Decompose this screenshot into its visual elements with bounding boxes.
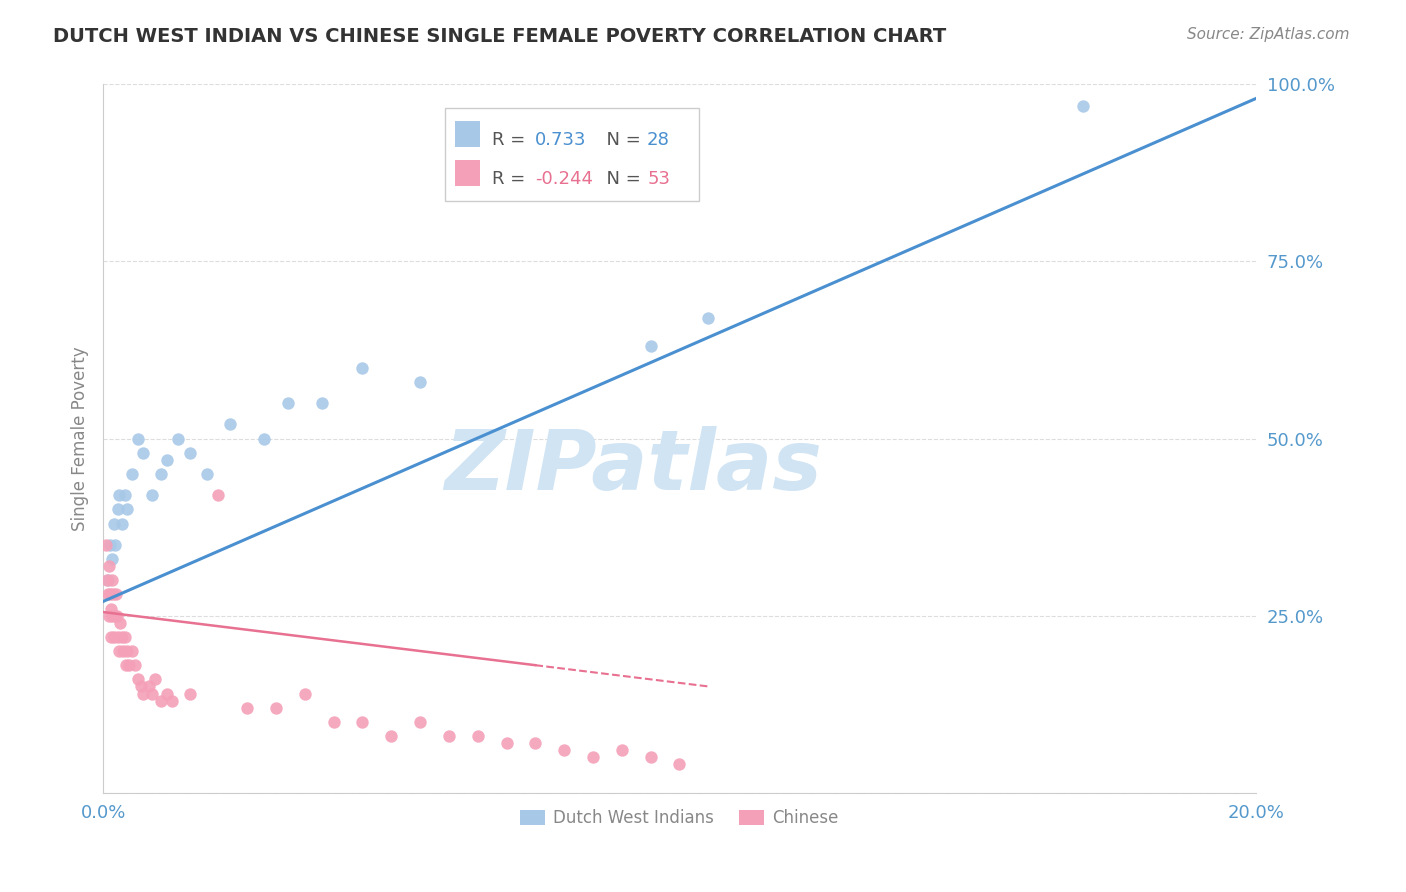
Point [409,375,432,389]
Text: 0.733: 0.733 [536,131,586,149]
FancyBboxPatch shape [454,120,479,147]
Point [524,736,547,750]
Point [121,467,143,481]
Point [127,432,149,446]
Point [101,587,124,601]
Point [103,630,125,644]
Point [114,630,136,644]
Text: N =: N = [595,131,647,149]
Point [236,700,259,714]
Point [640,750,662,764]
Point [380,729,402,743]
Point [697,311,720,326]
Point [253,432,276,446]
Point [97,559,120,574]
Point [219,417,242,432]
Point [100,630,122,644]
Point [107,630,129,644]
Point [141,488,163,502]
Point [117,502,139,516]
Point [114,488,136,502]
Point [101,608,124,623]
Point [121,644,143,658]
Point [115,658,138,673]
Point [582,750,605,764]
Point [97,587,120,601]
Point [104,608,127,623]
Point [264,700,287,714]
Point [96,573,118,587]
Point [179,446,201,460]
Text: -0.244: -0.244 [536,169,593,187]
Point [129,680,152,694]
Point [117,644,139,658]
Point [98,608,121,623]
Point [132,686,155,700]
FancyBboxPatch shape [454,160,479,186]
Point [409,714,432,729]
Point [149,693,172,707]
Point [352,714,374,729]
Point [668,757,690,772]
Point [103,516,125,531]
Point [124,658,146,673]
Point [108,644,131,658]
Point [143,673,166,687]
Point [352,360,374,375]
Point [322,714,344,729]
Point [1071,98,1094,112]
Text: R =: R = [492,169,530,187]
Point [97,573,120,587]
Point [179,686,201,700]
Point [138,680,160,694]
Point [98,587,121,601]
Point [98,538,121,552]
Text: N =: N = [595,169,647,187]
Point [100,601,122,615]
Point [110,615,132,630]
Point [149,467,172,481]
Point [127,673,149,687]
Text: R =: R = [492,131,530,149]
Point [104,587,127,601]
Point [311,396,333,410]
Point [495,736,517,750]
Point [100,552,122,566]
Point [294,686,316,700]
FancyBboxPatch shape [446,108,699,202]
Text: Source: ZipAtlas.com: Source: ZipAtlas.com [1187,27,1350,42]
Point [207,488,229,502]
Point [277,396,299,410]
Point [110,516,132,531]
Point [640,339,662,353]
Point [155,686,177,700]
Point [105,608,128,623]
Point [467,729,489,743]
Point [610,743,633,757]
Point [155,452,177,467]
Point [108,488,131,502]
Point [104,538,127,552]
Point [110,630,132,644]
Point [118,658,141,673]
Text: DUTCH WEST INDIAN VS CHINESE SINGLE FEMALE POVERTY CORRELATION CHART: DUTCH WEST INDIAN VS CHINESE SINGLE FEMA… [53,27,946,45]
Text: 28: 28 [647,131,671,149]
Text: 53: 53 [647,169,671,187]
Point [100,573,122,587]
Point [162,693,184,707]
Point [437,729,460,743]
Point [132,446,155,460]
Point [94,538,117,552]
Point [107,502,129,516]
Legend: Dutch West Indians, Chinese: Dutch West Indians, Chinese [513,803,845,834]
Point [112,644,135,658]
Y-axis label: Single Female Poverty: Single Female Poverty [72,346,89,531]
Point [167,432,190,446]
Point [553,743,575,757]
Text: ZIPatlas: ZIPatlas [444,426,823,508]
Point [141,686,163,700]
Point [195,467,218,481]
